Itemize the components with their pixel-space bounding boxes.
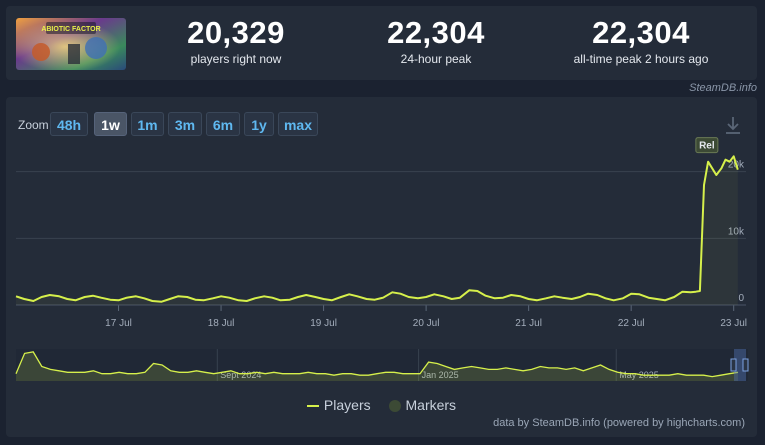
- zoom-1m-button[interactable]: 1m: [131, 112, 164, 136]
- game-thumbnail[interactable]: ABIOTIC FACTOR: [16, 18, 126, 70]
- zoom-48h-button[interactable]: 48h: [50, 112, 88, 136]
- navigator-label: Jan 2025: [422, 370, 459, 380]
- x-tick-label: 20 Jul: [413, 318, 440, 329]
- current-players-label: players right now: [190, 52, 282, 66]
- legend-players-label: Players: [323, 397, 371, 413]
- x-tick-label: 17 Jul: [105, 318, 132, 329]
- markers-swatch: [388, 400, 401, 413]
- navigator-selection[interactable]: [734, 349, 746, 381]
- x-tick-label: 19 Jul: [310, 318, 337, 329]
- navigator-handle-right[interactable]: [742, 358, 749, 372]
- legend-players[interactable]: Players: [306, 397, 371, 413]
- zoom-6m-button[interactable]: 6m: [206, 112, 240, 136]
- y-tick-label: 10k: [728, 226, 745, 237]
- zoom-1y-button[interactable]: 1y: [244, 112, 274, 136]
- 24h-peak-value: 22,304: [387, 15, 485, 50]
- release-flag-label: Rel: [699, 141, 715, 152]
- zoom-max-button[interactable]: max: [278, 112, 318, 136]
- navigator-label: Sept 2024: [220, 370, 261, 380]
- legend-markers-label: Markers: [405, 397, 457, 413]
- chart-legend: Players Markers: [6, 397, 757, 413]
- players-area: [16, 156, 738, 305]
- legend-markers[interactable]: Markers: [388, 397, 457, 413]
- navigator-line: [15, 351, 739, 378]
- navigator-area: [16, 351, 738, 381]
- x-tick-label: 18 Jul: [208, 318, 235, 329]
- all-time-peak-label: all-time peak 2 hours ago: [573, 52, 709, 66]
- x-tick-label: 22 Jul: [618, 318, 645, 329]
- game-artwork: ABIOTIC FACTOR: [16, 18, 126, 70]
- download-icon[interactable]: [724, 115, 742, 135]
- chart-panel: 0 10k 20k 17 Jul 18 Jul 19 Jul 20 Jul 21 Jul 22 …: [6, 97, 757, 437]
- stat-all-time-peak: 22,304 all-time peak 2 hours ago: [561, 15, 721, 67]
- stats-bar: ABIOTIC FACTOR 20,329 players right now …: [6, 6, 757, 80]
- players-swatch: [306, 405, 319, 408]
- stat-24h-peak: 22,304 24-hour peak: [366, 15, 506, 67]
- navigator-handle-left[interactable]: [730, 358, 737, 372]
- zoom-1w-button[interactable]: 1w: [94, 112, 127, 136]
- x-tick-label: 23 Jul: [720, 318, 747, 329]
- y-tick-label: 0: [738, 293, 744, 304]
- zoom-label: Zoom: [18, 118, 49, 132]
- svg-text:ABIOTIC FACTOR: ABIOTIC FACTOR: [41, 26, 100, 33]
- chart-credit[interactable]: data by SteamDB.info (powered by highcha…: [493, 417, 745, 429]
- current-players-value: 20,329: [187, 15, 285, 50]
- 24h-peak-label: 24-hour peak: [400, 52, 472, 66]
- players-line: [15, 155, 739, 303]
- zoom-3m-button[interactable]: 3m: [168, 112, 202, 136]
- release-flag: [695, 137, 719, 154]
- stat-current-players: 20,329 players right now: [166, 15, 306, 67]
- steamdb-credit[interactable]: SteamDB.info: [689, 82, 757, 94]
- navigator-bg: [16, 349, 748, 381]
- x-tick-label: 21 Jul: [515, 318, 542, 329]
- all-time-peak-value: 22,304: [592, 15, 690, 50]
